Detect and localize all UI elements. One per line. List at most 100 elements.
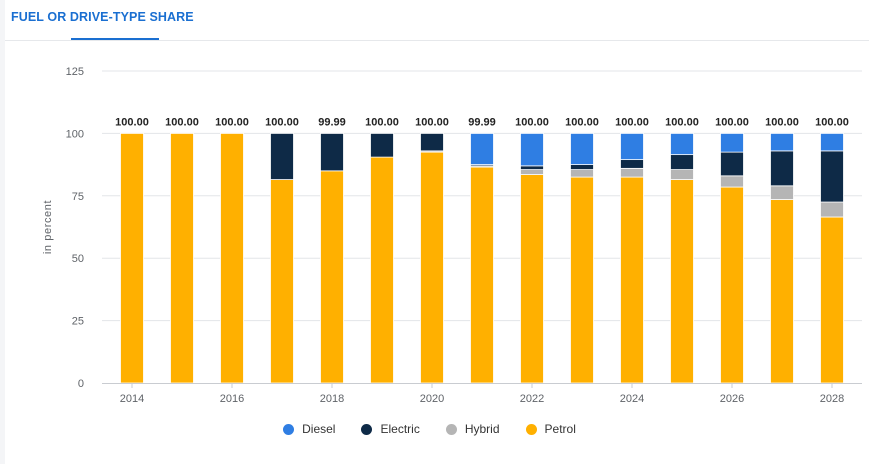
bar-stack-2018[interactable] (320, 133, 344, 384)
bar-hybrid-2026[interactable] (720, 175, 744, 188)
bar-petrol-2023[interactable] (570, 176, 594, 384)
bar-electric-2027[interactable] (770, 150, 794, 187)
legend-item-electric[interactable]: Electric (361, 422, 420, 436)
y-axis-ticks: 0 25 50 75 100 125 (66, 66, 84, 390)
bars (120, 132, 844, 384)
total-label-2024: 100.00 (615, 116, 649, 128)
bar-electric-2019[interactable] (370, 132, 394, 158)
legend-item-hybrid[interactable]: Hybrid (445, 422, 500, 436)
bar-hybrid-2023[interactable] (570, 169, 594, 178)
bar-stack-2028[interactable] (820, 132, 844, 384)
total-label-2025: 100.00 (665, 116, 699, 128)
y-tick-label: 50 (72, 253, 84, 265)
total-label-2018: 99.99 (318, 116, 346, 128)
bar-petrol-2016[interactable] (220, 132, 244, 384)
bar-petrol-2024[interactable] (620, 176, 644, 384)
y-tick-label: 125 (66, 66, 84, 78)
bar-petrol-2014[interactable] (120, 132, 144, 384)
bar-stack-2024[interactable] (620, 132, 644, 384)
bar-stack-2027[interactable] (770, 132, 794, 384)
x-tick-label: 2016 (220, 393, 244, 405)
bar-stack-2019[interactable] (370, 132, 394, 384)
bar-petrol-2028[interactable] (820, 216, 844, 384)
bar-petrol-2020[interactable] (420, 151, 444, 384)
total-label-2028: 100.00 (815, 116, 849, 128)
bar-stack-2014[interactable] (120, 132, 144, 384)
legend-dot-icon (445, 423, 457, 435)
y-tick-label: 75 (72, 191, 84, 203)
bar-electric-2028[interactable] (820, 150, 844, 203)
total-label-2027: 100.00 (765, 116, 799, 128)
total-label-2019: 100.00 (365, 116, 399, 128)
bar-stack-2021[interactable] (470, 133, 494, 384)
bar-stack-2026[interactable] (720, 132, 744, 384)
bar-petrol-2017[interactable] (270, 179, 294, 384)
legend-label: Electric (380, 422, 420, 436)
bar-hybrid-2025[interactable] (670, 169, 694, 180)
legend-item-diesel[interactable]: Diesel (283, 422, 335, 436)
legend-label: Diesel (302, 422, 336, 436)
bar-hybrid-2024[interactable] (620, 167, 644, 178)
bar-electric-2017[interactable] (270, 132, 294, 180)
bar-hybrid-2022[interactable] (520, 169, 544, 175)
bar-petrol-2021[interactable] (470, 166, 494, 384)
bar-diesel-2028[interactable] (820, 132, 844, 152)
bar-diesel-2023[interactable] (570, 132, 594, 165)
x-axis-ticks: 2014 2016 2018 2020 2022 2024 2026 2028 (120, 383, 844, 405)
bar-stack-2023[interactable] (570, 132, 594, 384)
total-label-2023: 100.00 (565, 116, 599, 128)
bar-petrol-2015[interactable] (170, 132, 194, 384)
x-tick-label: 2018 (320, 393, 344, 405)
bar-stack-2016[interactable] (220, 132, 244, 384)
bar-electric-2024[interactable] (620, 159, 644, 169)
tab-fuel-drive-type-share[interactable]: FUEL OR DRIVE-TYPE SHARE (11, 10, 194, 24)
bar-petrol-2026[interactable] (720, 186, 744, 384)
bar-stack-2015[interactable] (170, 132, 194, 384)
bar-petrol-2022[interactable] (520, 174, 544, 384)
y-tick-label: 100 (66, 128, 84, 140)
bar-electric-2023[interactable] (570, 164, 594, 170)
x-tick-label: 2026 (720, 393, 744, 405)
bar-diesel-2022[interactable] (520, 132, 544, 167)
total-label-2021: 99.99 (468, 116, 496, 128)
bar-electric-2026[interactable] (720, 151, 744, 177)
bar-hybrid-2027[interactable] (770, 185, 794, 200)
bar-diesel-2025[interactable] (670, 132, 694, 156)
bar-diesel-2024[interactable] (620, 132, 644, 161)
legend-dot-icon (361, 423, 373, 435)
total-label-2017: 100.00 (265, 116, 299, 128)
bar-petrol-2027[interactable] (770, 199, 794, 384)
tab-bar: FUEL OR DRIVE-TYPE SHARE (5, 0, 869, 41)
bar-diesel-2021[interactable] (470, 133, 494, 165)
bar-electric-2022[interactable] (520, 165, 544, 170)
total-label-2020: 100.00 (415, 116, 449, 128)
legend-label: Petrol (544, 422, 576, 436)
legend-label: Hybrid (464, 422, 500, 436)
bar-stack-2025[interactable] (670, 132, 694, 384)
legend-dot-icon (283, 423, 295, 435)
bar-electric-2025[interactable] (670, 154, 694, 170)
y-tick-label: 25 (72, 316, 84, 328)
total-label-2014: 100.00 (115, 116, 149, 128)
total-label-2026: 100.00 (715, 116, 749, 128)
x-tick-label: 2028 (820, 393, 844, 405)
bar-stack-2020[interactable] (420, 132, 444, 384)
active-tab-indicator (71, 38, 159, 40)
bar-hybrid-2028[interactable] (820, 201, 844, 218)
bar-electric-2018[interactable] (320, 133, 344, 172)
bar-electric-2020[interactable] (420, 132, 444, 152)
x-tick-label: 2020 (420, 393, 444, 405)
y-tick-label: 0 (78, 378, 84, 390)
total-label-2022: 100.00 (515, 116, 549, 128)
bar-petrol-2025[interactable] (670, 179, 694, 384)
legend-item-petrol[interactable]: Petrol (525, 422, 576, 436)
total-label-2015: 100.00 (165, 116, 199, 128)
bar-stack-2022[interactable] (520, 132, 544, 384)
legend-dot-icon (525, 423, 537, 435)
bar-diesel-2027[interactable] (770, 132, 794, 152)
bar-diesel-2026[interactable] (720, 132, 744, 153)
bar-petrol-2018[interactable] (320, 170, 344, 384)
bar-petrol-2019[interactable] (370, 156, 394, 384)
bar-stack-2017[interactable] (270, 132, 294, 384)
